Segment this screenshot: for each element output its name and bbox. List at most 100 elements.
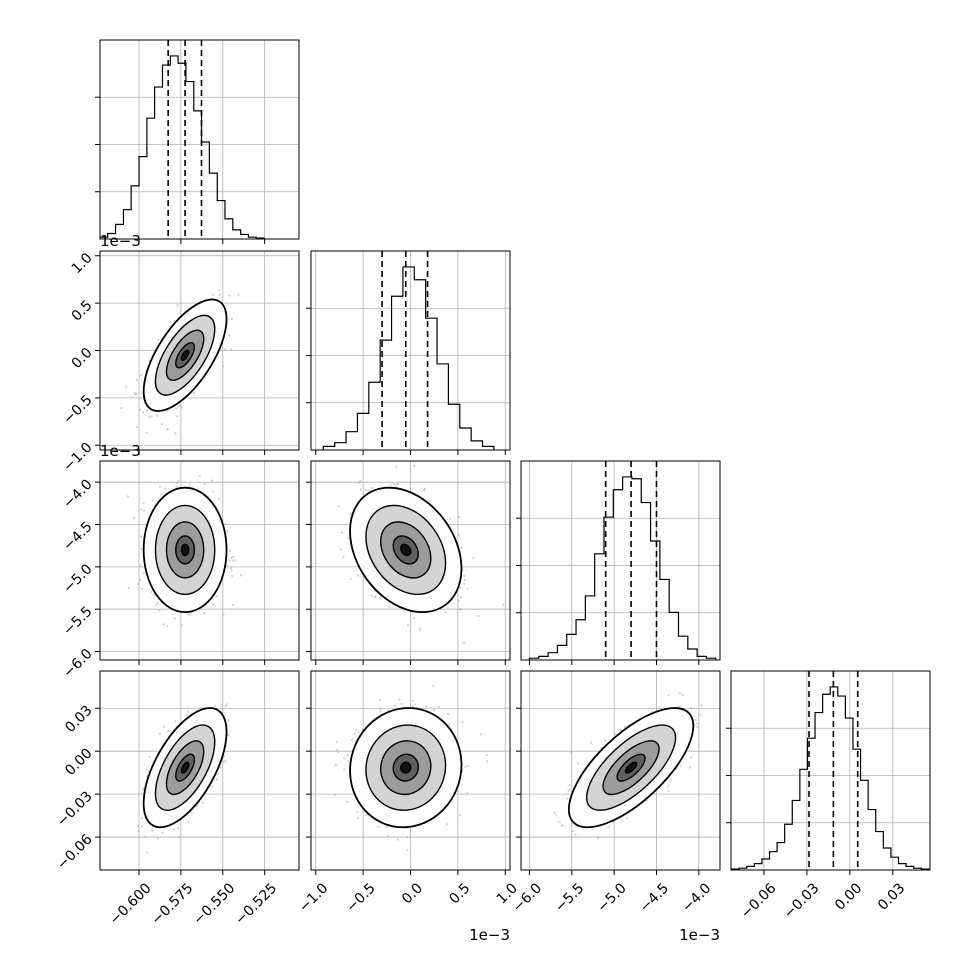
sample-point (413, 464, 416, 467)
sample-point (230, 348, 233, 351)
sample-point (226, 530, 229, 533)
histogram-panel-0 (95, 39, 300, 244)
sample-point (142, 502, 145, 505)
sample-point (336, 748, 339, 752)
sample-point (178, 836, 181, 839)
histogram-panel-2 (516, 460, 721, 665)
sample-point (228, 549, 231, 552)
y-tick-label: 0.03 (62, 703, 95, 736)
sample-point (177, 405, 180, 408)
sample-point (466, 765, 469, 768)
sample-point (151, 499, 154, 502)
sample-point (150, 415, 153, 418)
sample-point (145, 431, 148, 434)
sample-point (445, 823, 449, 826)
sample-point (218, 289, 221, 292)
panel-frame (310, 460, 511, 661)
panel-frame (99, 39, 300, 240)
sample-point (234, 559, 237, 562)
sample-point (187, 820, 190, 824)
sample-point (139, 564, 142, 567)
x-tick-label: −0.03 (781, 880, 823, 922)
sample-point (227, 719, 230, 722)
sample-point (222, 760, 225, 763)
sample-point (463, 578, 466, 582)
sample-point (160, 493, 163, 496)
sample-point (373, 595, 377, 599)
sample-point (237, 293, 240, 296)
sample-point (458, 515, 461, 519)
sample-point (139, 374, 142, 377)
sample-point (189, 483, 192, 486)
sample-point (180, 406, 183, 409)
y-tick-label: −0.5 (60, 392, 95, 427)
sample-point (364, 489, 368, 492)
panel-frame (310, 250, 511, 451)
sample-point (423, 487, 426, 491)
y-tick-label: 1.0 (69, 250, 96, 277)
sample-point (232, 555, 235, 559)
x-tick-label: −0.525 (232, 880, 280, 928)
y-tick-label: −0.06 (54, 831, 96, 873)
sample-point (210, 479, 213, 482)
sample-point (155, 604, 158, 607)
sample-point (158, 732, 162, 735)
x-tick-label: −0.5 (343, 880, 378, 915)
y-tick-label: −0.03 (54, 788, 96, 830)
sample-point (175, 407, 178, 410)
x-tick-label: −0.600 (107, 880, 155, 928)
density-panel-0-1: −1.0−0.50.00.51.0 (60, 250, 300, 475)
sample-point (136, 426, 139, 429)
sample-point (160, 423, 164, 426)
sample-point (140, 816, 143, 820)
sample-point (133, 391, 136, 394)
sample-point (215, 778, 218, 781)
sample-point (230, 569, 233, 572)
sample-point (212, 293, 215, 296)
sample-point (157, 338, 160, 342)
sample-point (190, 811, 193, 814)
panel-frame (730, 670, 931, 871)
sample-point (217, 497, 221, 500)
sample-point (192, 391, 195, 395)
sample-point (164, 487, 167, 490)
sample-point (359, 488, 362, 491)
sample-point (151, 829, 154, 832)
y-tick-label: −1.0 (60, 440, 95, 475)
density-panel-0-3: −0.600−0.575−0.550−0.525−0.06−0.030.000.… (54, 670, 300, 928)
sample-point (228, 294, 231, 297)
sample-point (162, 725, 166, 728)
sample-point (343, 768, 346, 771)
histogram-step-line (528, 476, 717, 660)
sample-point (140, 825, 144, 828)
sample-point (155, 414, 159, 417)
sample-point (137, 829, 140, 833)
sample-point (428, 499, 431, 502)
sample-point (379, 699, 382, 702)
sample-point (201, 801, 204, 804)
density-panel-1-2 (306, 460, 511, 665)
y-tick-label: 0.5 (69, 297, 96, 324)
sample-point (227, 733, 230, 737)
histogram-step-line (731, 686, 930, 870)
sample-point (176, 304, 179, 307)
sample-point (458, 533, 461, 536)
sample-point (213, 704, 217, 707)
sample-point (176, 415, 179, 418)
sample-point (137, 824, 140, 828)
sample-point (224, 348, 227, 351)
sample-point (212, 603, 215, 606)
sample-point (177, 479, 180, 483)
sample-point (457, 599, 460, 603)
x-tick-label: 0.03 (875, 880, 908, 913)
sample-point (226, 564, 229, 567)
y-tick-label: −4.5 (60, 519, 95, 554)
sample-point (370, 594, 374, 597)
sample-point (367, 489, 371, 492)
sample-point (477, 614, 480, 618)
sample-point (463, 574, 466, 577)
sample-point (349, 512, 352, 516)
sample-point (139, 408, 142, 412)
sample-point (228, 559, 231, 562)
